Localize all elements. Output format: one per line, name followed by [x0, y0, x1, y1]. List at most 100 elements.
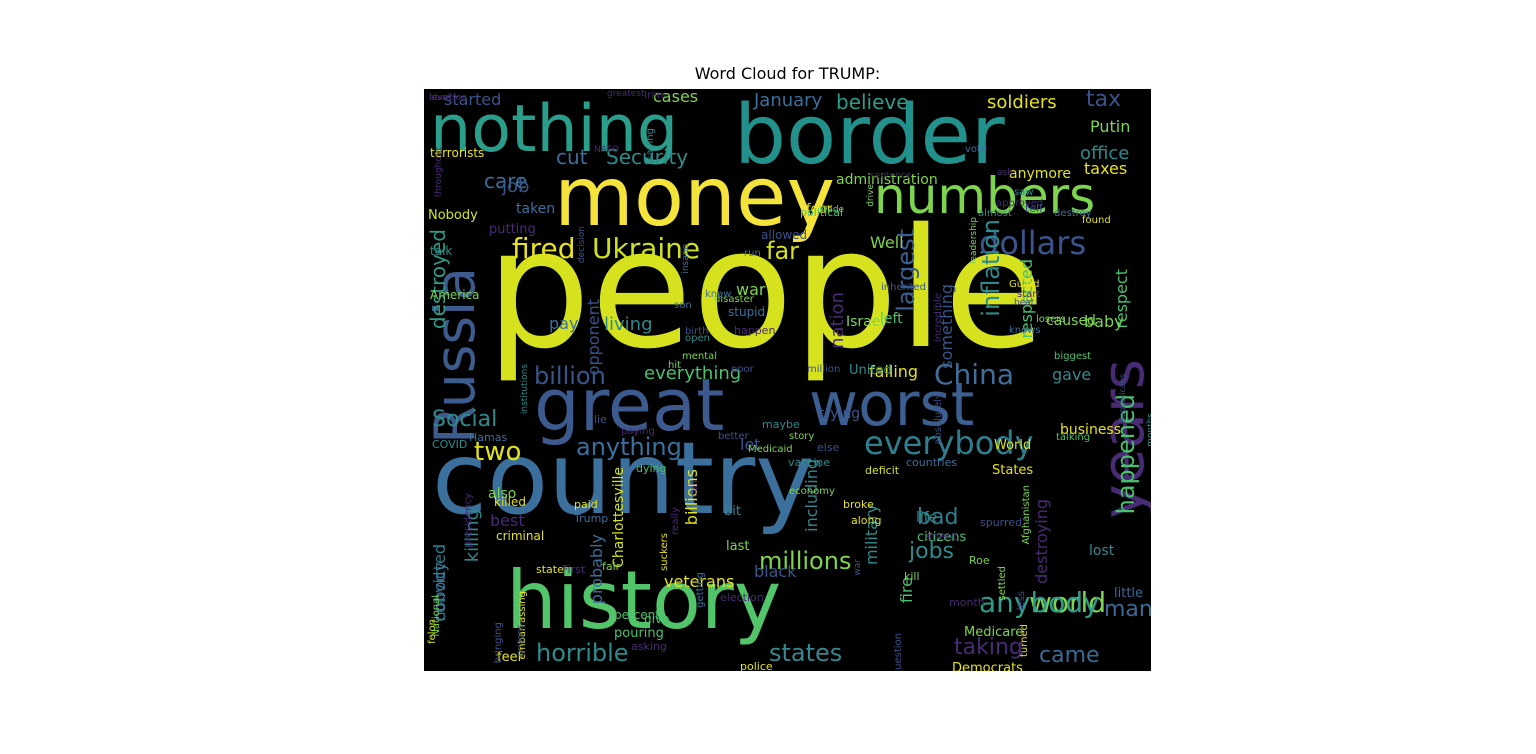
- word-putin: Putin: [1090, 117, 1131, 136]
- word-millions: millions: [759, 547, 852, 575]
- word-democrats: Democrats: [952, 661, 1023, 671]
- word-putting: putting: [489, 222, 536, 237]
- word-happen: happen: [734, 324, 776, 337]
- word-failing: failing: [869, 362, 919, 381]
- word-wade: Wade: [819, 205, 845, 215]
- word-trying: trying: [819, 406, 861, 422]
- word-numbers: numbers: [874, 167, 1096, 225]
- word-presidency: presidency: [463, 493, 474, 548]
- word-citizens: citizens: [917, 530, 967, 545]
- word-pouring: pouring: [614, 626, 664, 641]
- word-horrible: horrible: [536, 639, 629, 667]
- word-world: world: [1029, 586, 1107, 619]
- word-settled: settled: [997, 566, 1008, 601]
- word-lost: lost: [1089, 543, 1115, 559]
- word-everything: everything: [644, 363, 742, 384]
- word-saying: saying: [645, 128, 656, 161]
- word-well: Well: [870, 233, 904, 252]
- word-came: came: [1039, 643, 1100, 668]
- word-stupid: stupid: [728, 305, 766, 319]
- word-living: living: [604, 314, 653, 335]
- word-drive: drive: [866, 184, 876, 207]
- word-percent: percent: [614, 608, 660, 622]
- word-anything: anything: [576, 433, 682, 461]
- word-first: First: [562, 563, 586, 576]
- word-security: Security: [606, 145, 689, 169]
- word-talk: talk: [430, 244, 453, 258]
- word-losers: losers: [1036, 314, 1066, 325]
- word-israel: Israel: [846, 314, 885, 330]
- word-care: care: [484, 169, 528, 193]
- word-political: political: [800, 206, 844, 219]
- word-border: border: [734, 89, 1005, 183]
- word-feel: feel: [497, 650, 522, 665]
- word-terrorists: terrorists: [430, 146, 485, 160]
- word-knew: knew: [705, 289, 732, 300]
- word-ask: ask: [997, 168, 1013, 178]
- word-trump: Trump: [574, 512, 609, 525]
- word-bringing: bringing: [493, 622, 504, 664]
- word-decision: decision: [577, 226, 587, 264]
- word-office: office: [1080, 143, 1130, 164]
- word-january: January: [754, 90, 823, 111]
- word-economy: economy: [789, 486, 835, 497]
- word-institutions: institutions: [520, 364, 530, 415]
- word-history: history: [506, 554, 782, 647]
- word-paying: paying: [621, 426, 655, 437]
- word-war: war: [853, 559, 863, 576]
- word-pay: pay: [549, 314, 579, 333]
- word-administration: administration: [836, 172, 938, 188]
- word-leadership: leadership: [969, 217, 979, 265]
- word-taxes: taxes: [1084, 159, 1128, 178]
- word-four: four: [806, 202, 833, 217]
- word-son: son: [674, 300, 692, 311]
- word-life: life: [916, 510, 938, 526]
- word-jobs: jobs: [909, 539, 954, 564]
- word-election: election: [720, 591, 764, 604]
- word-veterans: veterans: [664, 572, 735, 591]
- word-baby: baby: [1084, 312, 1124, 331]
- word-really: really: [670, 507, 681, 535]
- word-paid: paid: [574, 498, 598, 511]
- word-states: states: [769, 639, 843, 667]
- word-anymore: anymore: [1009, 166, 1072, 182]
- word-bad: bad: [917, 505, 959, 530]
- word-tax: tax: [1086, 89, 1122, 112]
- word-america: America: [430, 288, 480, 302]
- word-cases: cases: [653, 89, 699, 106]
- word-kill: kill: [904, 570, 920, 583]
- word-less: less: [1016, 591, 1027, 611]
- chart-title: Word Cloud for TRUMP:: [694, 64, 881, 83]
- word-suckers: suckers: [659, 533, 670, 571]
- word-nato: NATO: [594, 145, 619, 155]
- word-biggest: biggest: [1054, 351, 1092, 362]
- word-medicare: Medicare: [964, 625, 1024, 640]
- word-man: man: [1104, 597, 1151, 622]
- word-throughout: throughout: [434, 147, 444, 198]
- word-social: Social: [432, 407, 498, 432]
- word-hit: hit: [668, 360, 682, 371]
- word-found: found: [1082, 215, 1111, 226]
- word-best: best: [490, 511, 525, 530]
- word-great: great: [534, 363, 725, 447]
- word-united: United: [849, 363, 892, 378]
- word-national: National: [431, 595, 442, 637]
- word-dying: dying: [636, 462, 667, 475]
- word-country: country: [432, 420, 815, 537]
- word-turned: turned: [1019, 624, 1030, 658]
- word-incredible: incredible: [933, 293, 944, 343]
- word-getting: getting: [695, 572, 706, 608]
- word-better: better: [718, 431, 749, 442]
- word-destroying: destroying: [1032, 499, 1051, 584]
- word-disaster: disaster: [714, 294, 754, 305]
- word-far: far: [766, 237, 800, 265]
- word-along: along: [851, 514, 882, 527]
- word-poor: poor: [731, 364, 754, 375]
- word-tell: tell: [1025, 202, 1043, 215]
- word-also: also: [488, 486, 517, 502]
- word-level: level: [429, 93, 451, 103]
- word-guard: Guard: [1009, 279, 1040, 290]
- word-sentence: sentence: [870, 171, 912, 181]
- word-greatest: greatest: [607, 89, 645, 99]
- word-worst: worst: [809, 370, 975, 440]
